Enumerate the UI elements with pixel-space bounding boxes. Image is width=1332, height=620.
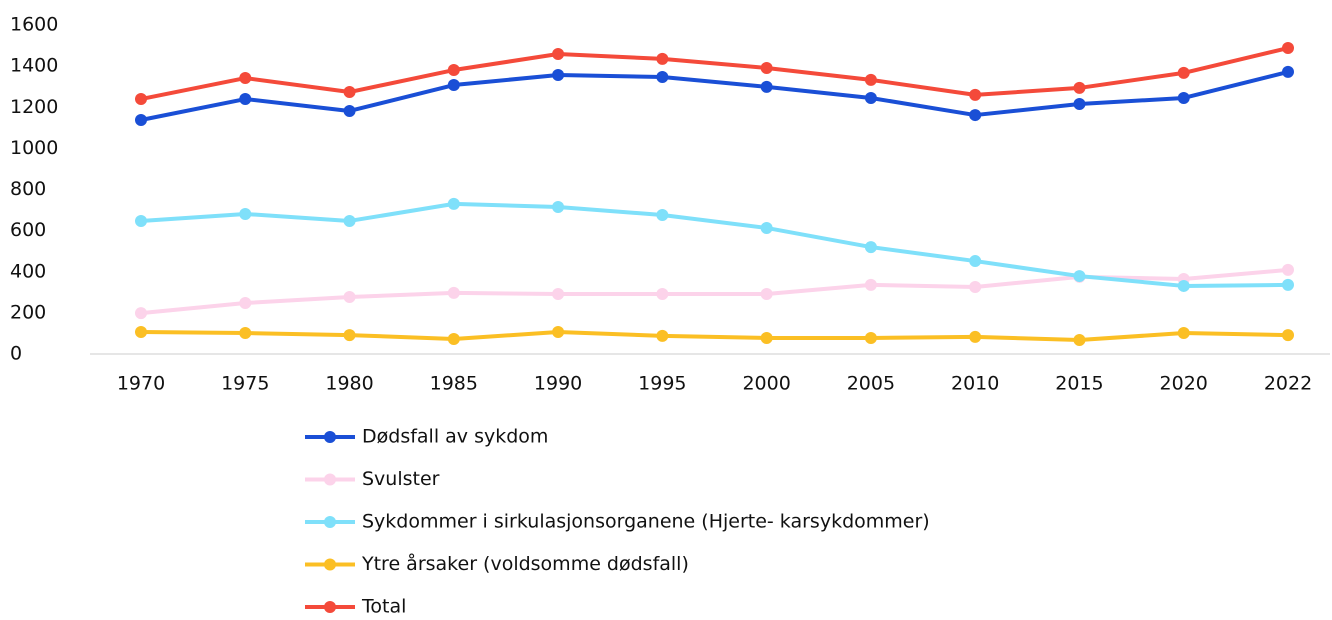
data-point — [760, 80, 773, 93]
data-point — [656, 52, 669, 65]
x-tick-label: 2005 — [847, 373, 895, 395]
data-point — [1073, 81, 1086, 94]
x-tick-label: 2022 — [1264, 373, 1312, 395]
data-point — [552, 200, 565, 213]
x-tick-label: 2015 — [1055, 373, 1103, 395]
y-tick-label: 1000 — [10, 137, 58, 159]
y-tick-label: 1400 — [10, 55, 58, 77]
y-tick-label: 400 — [10, 260, 46, 282]
legend-swatch-dot — [324, 516, 336, 528]
data-point — [760, 221, 773, 234]
data-point — [135, 325, 147, 338]
legend-swatch-dot — [324, 601, 336, 613]
data-point — [343, 86, 356, 99]
y-tick-label: 800 — [10, 178, 46, 200]
data-point — [135, 307, 147, 320]
series-line — [140, 329, 1289, 343]
legend-swatch-dot — [324, 431, 336, 443]
x-tick-label: 1985 — [430, 373, 478, 395]
legend-label: Dødsfall av sykdom — [362, 426, 548, 448]
x-tick-label: 1970 — [117, 373, 165, 395]
data-point — [1177, 279, 1190, 292]
data-point — [239, 327, 252, 340]
data-point — [343, 291, 356, 304]
data-point — [864, 241, 877, 254]
data-point — [1177, 91, 1190, 104]
data-point — [552, 68, 565, 81]
data-point — [447, 64, 460, 77]
data-point — [552, 287, 565, 300]
data-point — [760, 61, 773, 74]
data-point — [969, 280, 982, 293]
data-point — [343, 329, 356, 342]
data-point — [239, 72, 252, 85]
data-point — [447, 286, 460, 299]
data-point — [135, 113, 147, 126]
data-point — [864, 73, 877, 86]
x-tick-label: 1995 — [638, 373, 686, 395]
data-point — [343, 214, 356, 227]
data-point — [1073, 97, 1086, 110]
legend-swatch-dot — [324, 473, 336, 486]
series-line — [140, 46, 1289, 101]
legend-swatch-dot — [324, 558, 336, 571]
legend-label: Sykdommer i sirkulasjonsorganene (Hjerte… — [362, 511, 930, 533]
y-tick-label: 600 — [10, 219, 46, 241]
data-point — [552, 325, 565, 338]
x-tick-label: 2010 — [951, 373, 999, 395]
data-point — [1073, 270, 1086, 283]
y-tick-label: 0 — [10, 343, 22, 365]
data-point — [239, 207, 252, 220]
data-point — [864, 91, 877, 104]
legend-label: Svulster — [362, 468, 440, 490]
data-point — [969, 255, 982, 268]
data-point — [135, 214, 147, 227]
data-point — [656, 287, 669, 300]
data-point — [447, 79, 460, 92]
data-point — [760, 287, 773, 300]
y-tick-label: 1200 — [10, 96, 58, 118]
data-point — [1282, 329, 1294, 342]
data-point — [447, 197, 460, 210]
series-line — [140, 267, 1289, 316]
data-point — [1282, 278, 1294, 291]
x-tick-label: 1975 — [221, 373, 269, 395]
data-point — [1282, 65, 1294, 78]
legend-label: Ytre årsaker (voldsomme dødsfall) — [361, 552, 689, 575]
data-point — [1073, 334, 1086, 347]
data-point — [239, 93, 252, 106]
data-point — [552, 47, 565, 60]
data-point — [656, 208, 669, 221]
y-tick-label: 1600 — [10, 14, 58, 36]
x-tick-label: 2000 — [742, 373, 790, 395]
data-point — [343, 104, 356, 117]
x-tick-label: 2020 — [1160, 373, 1208, 395]
data-point — [1177, 66, 1190, 79]
series-line — [140, 201, 1289, 288]
data-point — [239, 297, 252, 310]
data-point — [864, 278, 877, 291]
legend-label: Total — [361, 596, 406, 618]
data-point — [656, 71, 669, 84]
data-point — [969, 109, 982, 122]
data-point — [135, 93, 147, 106]
data-point — [864, 331, 877, 344]
y-tick-label: 200 — [10, 301, 46, 323]
data-point — [969, 330, 982, 343]
data-point — [1177, 327, 1190, 340]
data-point — [969, 88, 982, 101]
data-point — [1282, 42, 1294, 55]
data-point — [1282, 263, 1294, 276]
data-point — [656, 329, 669, 342]
x-tick-label: 1990 — [534, 373, 582, 395]
x-tick-label: 1980 — [325, 373, 373, 395]
data-point — [447, 332, 460, 345]
series-line — [140, 69, 1289, 122]
data-point — [760, 331, 773, 344]
